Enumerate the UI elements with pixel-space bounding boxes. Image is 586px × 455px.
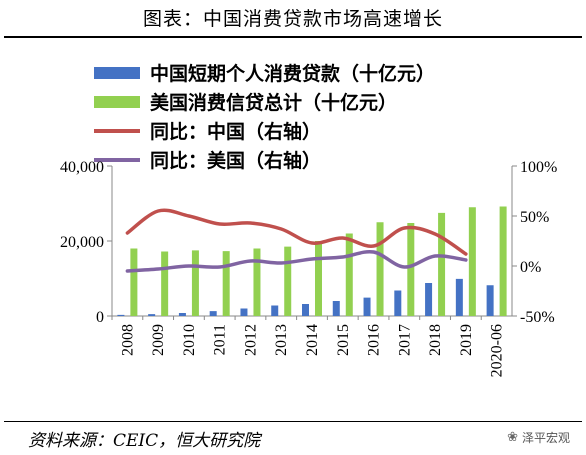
chart: 中国短期个人消费贷款（十亿元） 美国消费信贷总计（十亿元） 同比：中国（右轴） 同比：…	[60, 62, 557, 377]
bar-china-2011	[209, 311, 217, 316]
legend-label-1: 中国短期个人消费贷款（十亿元）	[150, 62, 435, 85]
line-china-yoy	[125, 208, 468, 256]
bar-china-2012	[240, 308, 248, 316]
bar-us-2018	[438, 212, 446, 316]
legend-swatch-2	[94, 96, 140, 108]
legend-swatch-1	[94, 67, 140, 79]
right-tick-label: -50%	[520, 309, 555, 326]
bar-us-2010	[191, 250, 199, 316]
bar-us-2011	[222, 251, 230, 316]
left-tick-label: 20,000	[60, 234, 104, 251]
legend-label-4: 同比：美国（右轴）	[150, 149, 321, 172]
right-tick-label: 100%	[520, 159, 557, 176]
bars	[117, 206, 507, 316]
legend-label-3: 同比：中国（右轴）	[150, 120, 321, 143]
bar-china-2010	[178, 313, 186, 316]
right-tick-label: 0%	[520, 259, 541, 276]
legend: 中国短期个人消费贷款（十亿元） 美国消费信贷总计（十亿元） 同比：中国（右轴） 同比：…	[94, 62, 435, 172]
bar-us-2015	[345, 233, 353, 316]
x-tick-label: 2019	[458, 324, 475, 356]
title-divider	[4, 36, 582, 38]
x-tick-label: 2014	[304, 324, 321, 356]
bar-china-2017	[394, 290, 402, 316]
bar-us-2009	[161, 251, 169, 316]
bar-us-2019	[468, 207, 476, 316]
x-tick-label: 2009	[150, 324, 167, 356]
bar-china-2018	[425, 283, 433, 316]
footer-divider	[4, 421, 582, 422]
bar-china-2016	[363, 297, 371, 316]
bar-china-2015	[332, 301, 340, 316]
bar-us-2014	[315, 241, 322, 316]
bar-us-2017	[407, 223, 415, 316]
x-tick-label: 2020-06	[489, 324, 506, 377]
bar-china-2020-06	[486, 285, 494, 316]
x-tick-labels: 2008 2009 2010 2011 2012 2013 2014 2015 2016 2017…	[119, 324, 505, 377]
axes: 40,000 20,000 0 100% 50% 0% -50%	[60, 159, 557, 326]
bar-china-2008	[117, 314, 125, 316]
chart-title: 图表：中国消费贷款市场高速增长	[142, 8, 443, 30]
bar-china-2019	[455, 278, 463, 316]
watermark-text: 泽平宏观	[521, 431, 570, 445]
x-tick-label: 2013	[273, 324, 290, 356]
wechat-icon: ❀	[507, 430, 518, 445]
watermark: ❀ 泽平宏观	[507, 429, 570, 446]
bar-us-2008	[130, 248, 138, 316]
bar-china-2014	[302, 304, 309, 316]
left-tick-label: 0	[96, 309, 104, 326]
x-tick-label: 2015	[335, 324, 352, 356]
bar-china-2009	[148, 314, 156, 316]
bar-china-2013	[271, 305, 279, 316]
x-tick-label: 2017	[396, 324, 413, 356]
x-tick-label: 2012	[242, 324, 259, 356]
bar-us-2016	[376, 222, 384, 316]
line-us-yoy	[125, 249, 468, 273]
x-tick-label: 2008	[119, 324, 136, 356]
x-tick-label: 2010	[181, 324, 198, 356]
lines	[125, 208, 468, 273]
bar-us-2012	[253, 248, 261, 316]
x-tick-label: 2018	[427, 324, 444, 356]
bar-us-2020-06	[499, 206, 507, 316]
left-tick-label: 40,000	[60, 159, 104, 176]
source-note: 资料来源：CEIC，恒大研究院	[28, 431, 261, 451]
right-tick-label: 50%	[520, 209, 549, 226]
x-tick-label: 2016	[366, 324, 383, 356]
bar-us-2013	[284, 246, 292, 316]
x-tick-label: 2011	[212, 324, 229, 355]
legend-label-2: 美国消费信贷总计（十亿元）	[150, 91, 397, 114]
